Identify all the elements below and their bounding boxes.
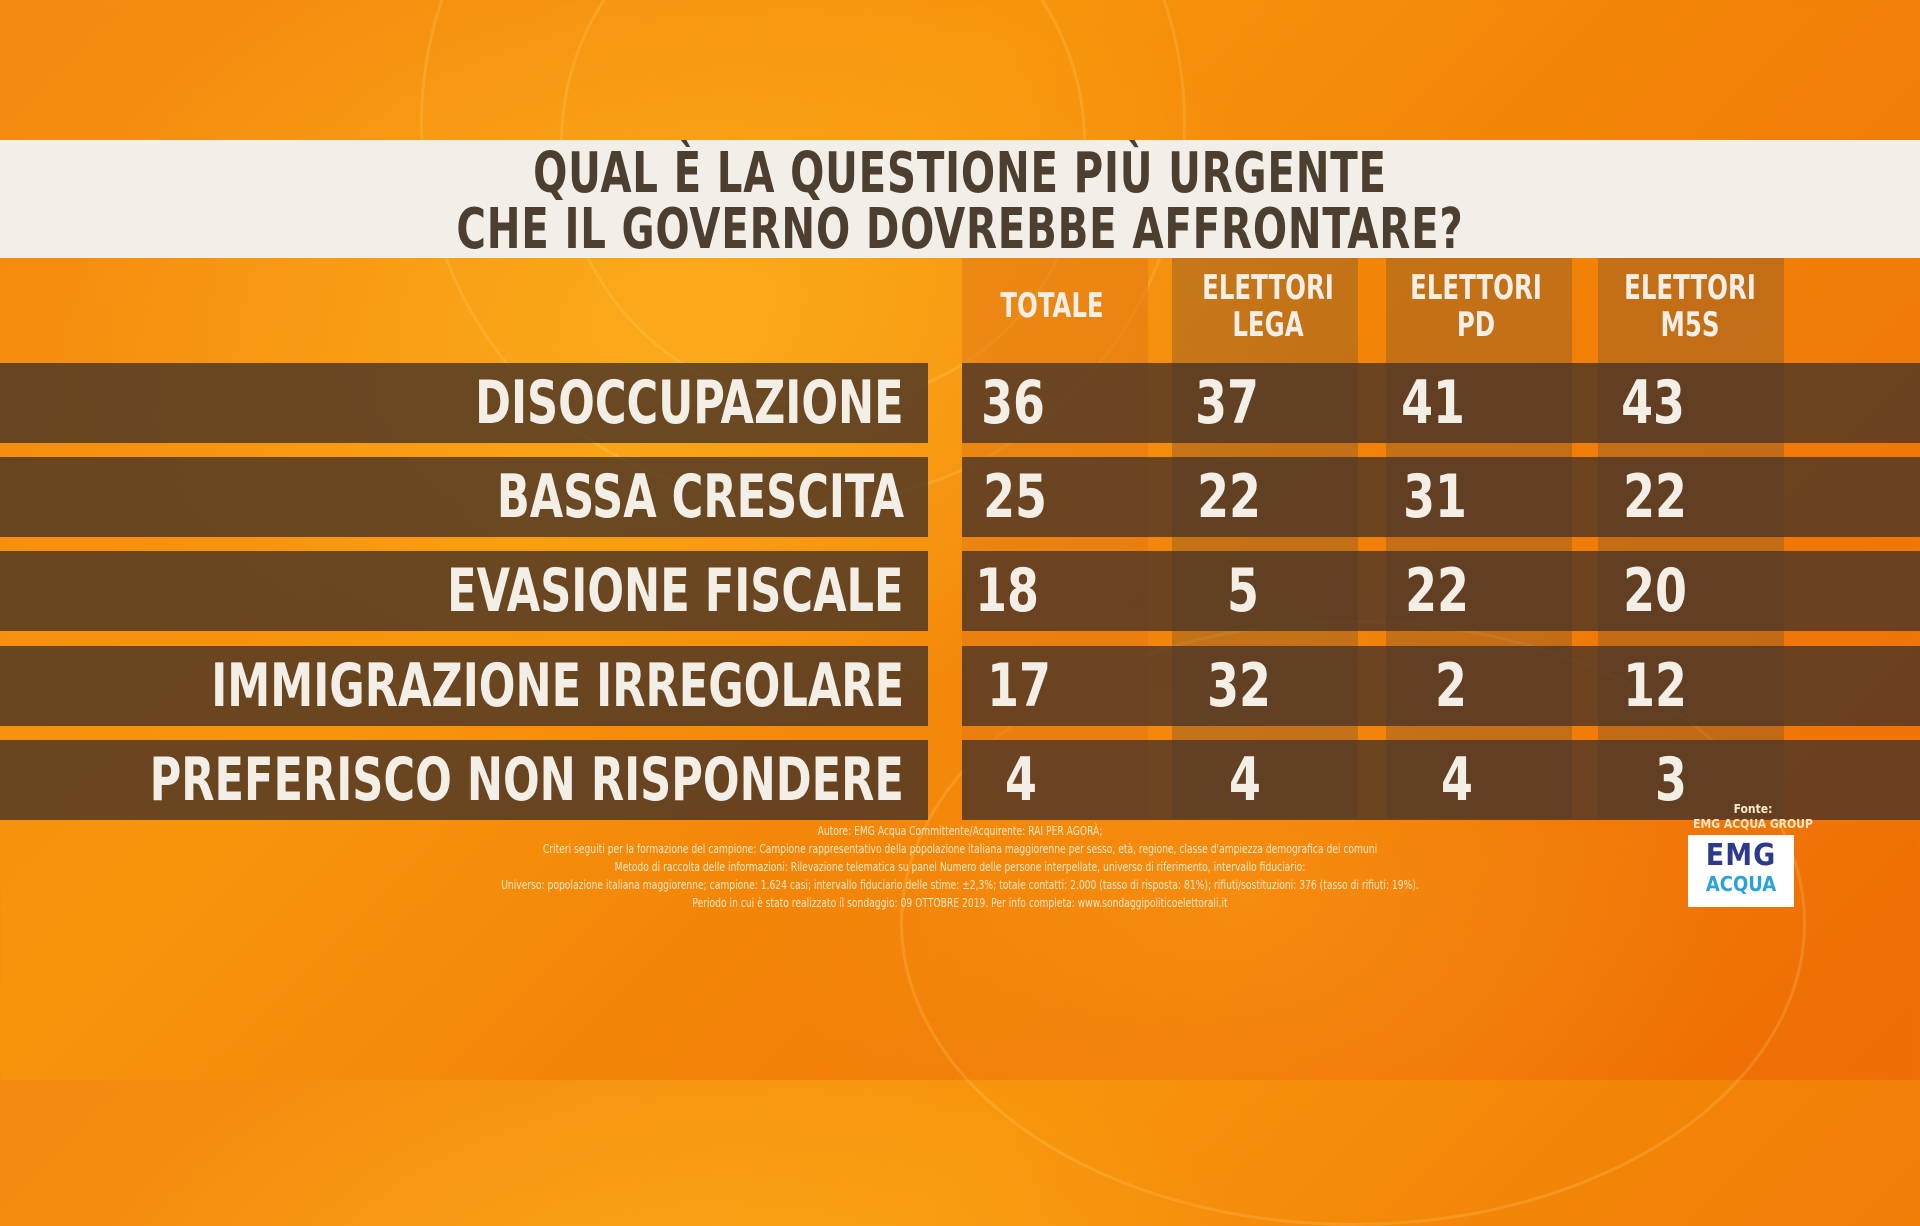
row-label-preferisco-non-rispondere: PREFERISCO NON RISPONDERE (0, 740, 928, 820)
value-cell: 18 (975, 556, 1039, 626)
title-line-1: QUAL È LA QUESTIONE PIÙ URGENTE (533, 141, 1387, 206)
column-panel (962, 258, 1148, 818)
note-line: Criteri seguiti per la formazione del ca… (542, 842, 1378, 856)
column-header-totale: TOTALE (980, 288, 1124, 325)
row-label-immigrazione-irregolare: IMMIGRAZIONE IRREGOLARE (0, 646, 928, 726)
title-line-2: CHE IL GOVERNO DOVREBBE AFFRONTARE? (456, 197, 1464, 262)
value-cell: 4 (1005, 745, 1037, 815)
row-values-evasione-fiscale: 18 5 22 20 (962, 551, 1920, 631)
source-name: EMG ACQUA GROUP (1693, 817, 1813, 831)
note-line: Metodo di raccolta delle informazioni: R… (614, 860, 1306, 874)
emg-acqua-logo: EMG ACQUA (1688, 835, 1794, 907)
column-header-line: ELETTORI (1624, 268, 1756, 308)
column-header-line: PD (1456, 305, 1496, 345)
note-line: Universo: popolazione italiana maggioren… (501, 878, 1419, 892)
value-cell: 32 (1207, 651, 1271, 721)
row-values-bassa-crescita: 25 22 31 22 (962, 457, 1920, 537)
value-cell: 4 (1229, 745, 1261, 815)
methodology-notes: Autore: EMG Acqua Committente/Acquirente… (0, 822, 1920, 912)
row-label-text: PREFERISCO NON RISPONDERE (149, 745, 904, 815)
row-values-immigrazione-irregolare: 17 32 2 12 (962, 646, 1920, 726)
row-label-text: EVASIONE FISCALE (447, 556, 904, 626)
value-cell: 5 (1227, 556, 1259, 626)
value-cell: 43 (1621, 368, 1685, 438)
column-header-line: ELETTORI (1202, 268, 1334, 308)
column-header-lega: ELETTORI LEGA (1196, 270, 1340, 344)
column-header-line: ELETTORI (1410, 268, 1542, 308)
note-line: Autore: EMG Acqua Committente/Acquirente… (817, 824, 1103, 838)
row-label-disoccupazione: DISOCCUPAZIONE (0, 363, 928, 443)
logo-text: EMG (1705, 838, 1777, 873)
value-cell: 37 (1195, 368, 1259, 438)
logo-subtext: ACQUA (1705, 872, 1777, 896)
row-label-bassa-crescita: BASSA CRESCITA (0, 457, 928, 537)
value-cell: 22 (1197, 462, 1261, 532)
value-cell: 22 (1405, 556, 1469, 626)
row-values-preferisco-non-rispondere: 4 4 4 3 (962, 740, 1920, 820)
value-cell: 41 (1401, 368, 1465, 438)
column-header-line: M5S (1660, 305, 1720, 345)
title-band: QUAL È LA QUESTIONE PIÙ URGENTE CHE IL G… (0, 140, 1920, 258)
value-cell: 4 (1441, 745, 1473, 815)
value-cell: 12 (1623, 651, 1687, 721)
source-label: Fonte: (1733, 802, 1773, 816)
column-header-pd: ELETTORI PD (1404, 270, 1548, 344)
row-values-disoccupazione: 36 37 41 43 (962, 363, 1920, 443)
value-cell: 36 (981, 368, 1045, 438)
row-label-text: BASSA CRESCITA (496, 462, 904, 532)
value-cell: 20 (1623, 556, 1687, 626)
value-cell: 31 (1403, 462, 1467, 532)
value-cell: 22 (1623, 462, 1687, 532)
column-header-line: TOTALE (1000, 286, 1104, 326)
value-cell: 17 (987, 651, 1051, 721)
note-line: Periodo in cui è stato realizzato il son… (692, 896, 1228, 910)
column-header-line: LEGA (1232, 305, 1304, 345)
value-cell: 25 (983, 462, 1047, 532)
source-credit: Fonte: EMG ACQUA GROUP (1678, 802, 1828, 832)
column-header-m5s: ELETTORI M5S (1618, 270, 1762, 344)
row-label-text: DISOCCUPAZIONE (475, 368, 904, 438)
value-cell: 3 (1655, 745, 1687, 815)
row-label-text: IMMIGRAZIONE IRREGOLARE (211, 651, 904, 721)
value-cell: 2 (1435, 651, 1467, 721)
row-label-evasione-fiscale: EVASIONE FISCALE (0, 551, 928, 631)
